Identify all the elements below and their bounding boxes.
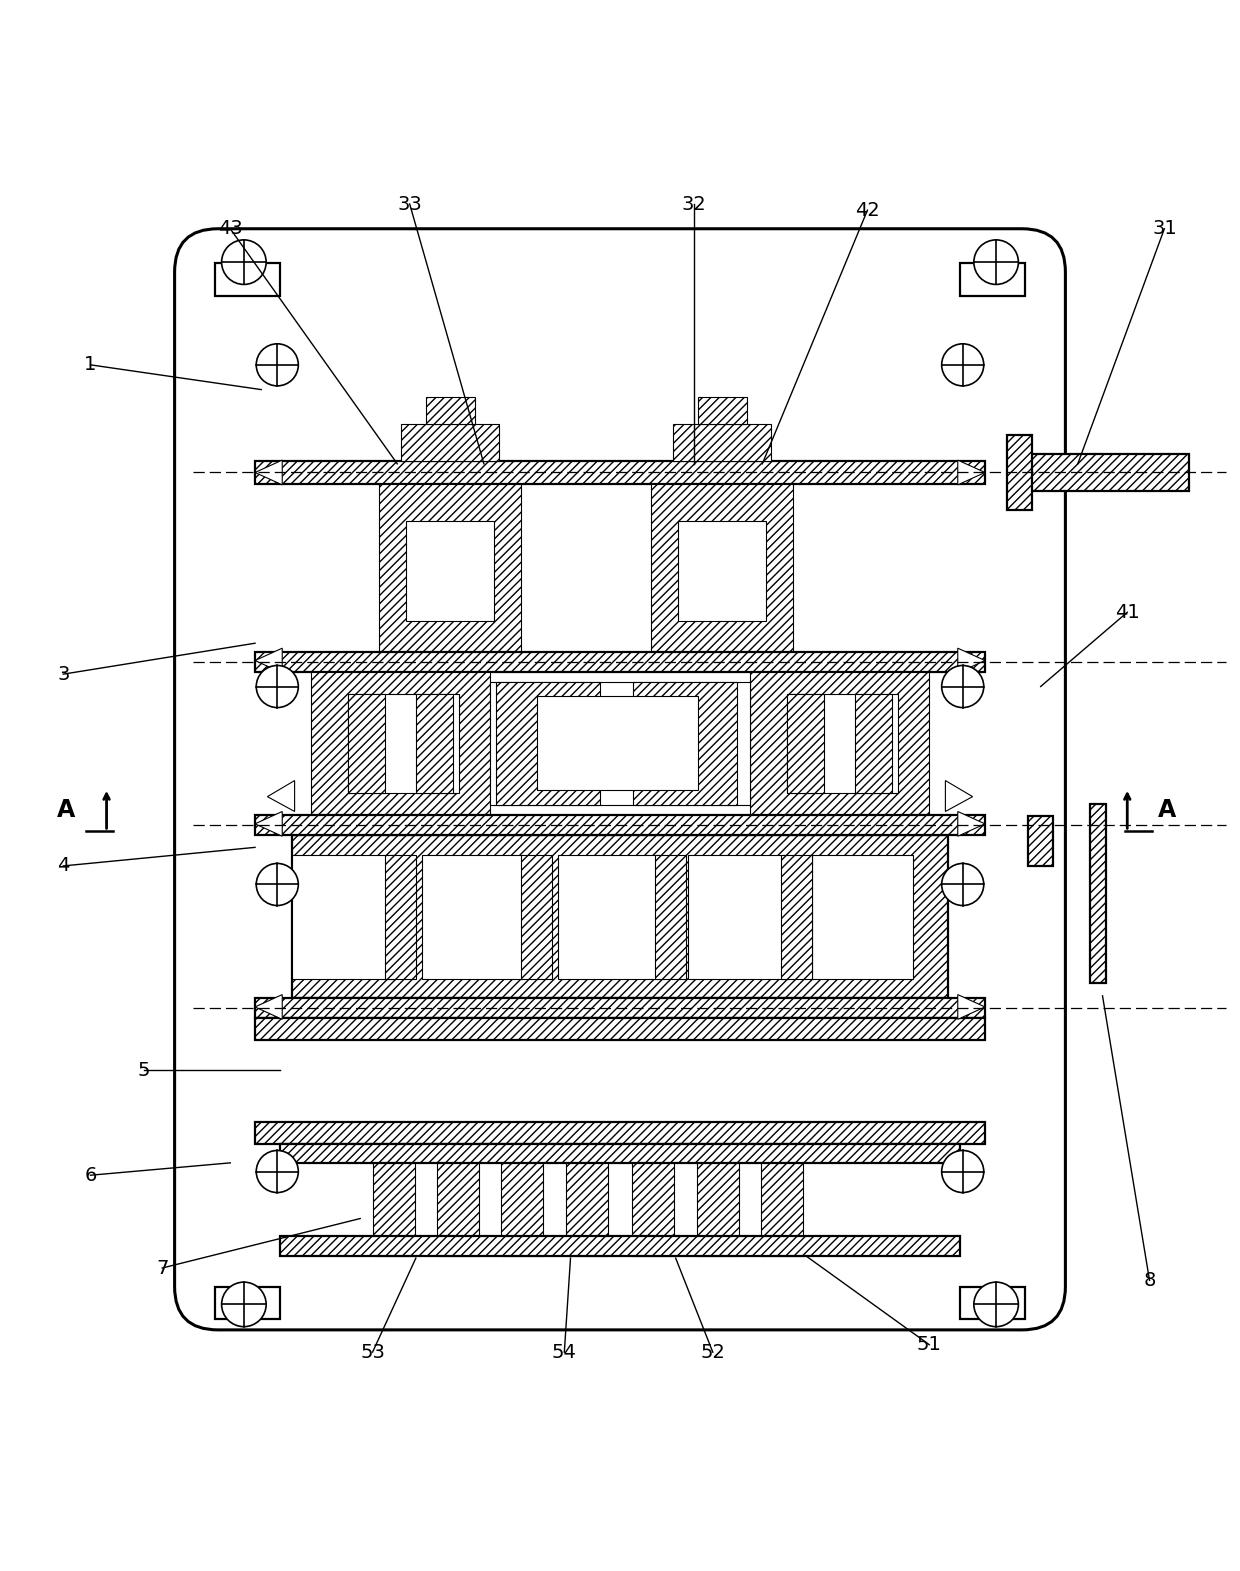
Bar (781, 855, 812, 979)
Bar (311, 672, 490, 815)
Text: A: A (57, 798, 74, 822)
Bar (347, 694, 459, 793)
Bar (678, 520, 766, 621)
Text: 5: 5 (138, 1060, 150, 1079)
Text: 3: 3 (57, 665, 69, 683)
Bar (632, 682, 737, 806)
Polygon shape (255, 994, 283, 1020)
Bar (255, 815, 985, 836)
Circle shape (973, 240, 1018, 284)
Bar (496, 682, 600, 806)
Text: 1: 1 (84, 355, 97, 374)
Bar (293, 855, 393, 979)
Bar (216, 264, 280, 295)
Bar (651, 484, 794, 652)
Bar (632, 1144, 675, 1255)
Bar (384, 855, 415, 979)
Polygon shape (255, 649, 283, 672)
Bar (1007, 435, 1032, 509)
Polygon shape (957, 994, 985, 1020)
Polygon shape (957, 649, 985, 672)
Bar (425, 397, 475, 424)
Bar (960, 1287, 1024, 1320)
Text: 43: 43 (218, 220, 243, 239)
Bar (293, 836, 947, 998)
Bar (558, 855, 660, 979)
FancyBboxPatch shape (175, 229, 1065, 1331)
Text: 41: 41 (1115, 603, 1140, 622)
Circle shape (941, 864, 983, 905)
Circle shape (222, 240, 267, 284)
Bar (501, 1144, 543, 1255)
Polygon shape (957, 460, 985, 485)
Text: 42: 42 (856, 201, 880, 220)
Bar (436, 1144, 479, 1255)
Circle shape (257, 666, 299, 707)
Text: 6: 6 (84, 1166, 97, 1185)
Bar (372, 1144, 414, 1255)
Circle shape (257, 344, 299, 386)
Text: 31: 31 (1152, 220, 1177, 239)
Bar (401, 424, 498, 462)
Bar (255, 998, 985, 1018)
Circle shape (222, 1282, 267, 1326)
Bar (1022, 454, 1189, 492)
Text: 53: 53 (360, 1343, 384, 1362)
Bar (255, 1018, 985, 1040)
Bar (255, 652, 985, 672)
Bar (750, 672, 929, 815)
Circle shape (257, 1150, 299, 1192)
Polygon shape (957, 812, 985, 836)
Bar (347, 694, 384, 793)
Text: 51: 51 (916, 1335, 941, 1354)
Text: A: A (1158, 798, 1176, 822)
Polygon shape (255, 460, 283, 485)
Bar (565, 1144, 608, 1255)
Bar (280, 1144, 960, 1163)
Bar (255, 462, 985, 484)
Circle shape (257, 864, 299, 905)
Bar (698, 397, 748, 424)
Bar (761, 1144, 804, 1255)
Text: 8: 8 (1143, 1271, 1156, 1290)
Bar (812, 855, 913, 979)
Bar (378, 484, 521, 652)
Bar (1028, 817, 1053, 866)
Bar (673, 424, 771, 462)
Bar (422, 855, 523, 979)
Bar (490, 682, 750, 806)
Bar (415, 694, 453, 793)
Text: 7: 7 (156, 1258, 169, 1277)
Bar (787, 694, 825, 793)
Bar (856, 694, 893, 793)
Polygon shape (945, 781, 972, 812)
Polygon shape (255, 812, 283, 836)
Text: 54: 54 (552, 1343, 577, 1362)
Bar (255, 1122, 985, 1144)
Text: 4: 4 (57, 856, 69, 875)
Bar (787, 694, 898, 793)
Bar (1090, 804, 1106, 983)
Bar (688, 855, 790, 979)
Circle shape (941, 1150, 983, 1192)
Circle shape (973, 1282, 1018, 1326)
Circle shape (941, 666, 983, 707)
Bar (405, 520, 494, 621)
Text: 33: 33 (397, 195, 422, 214)
Text: 32: 32 (682, 195, 707, 214)
Circle shape (941, 344, 983, 386)
Bar (280, 1236, 960, 1255)
Polygon shape (268, 781, 295, 812)
Bar (537, 696, 698, 790)
Bar (655, 855, 686, 979)
Bar (960, 264, 1024, 295)
Text: 52: 52 (701, 1343, 725, 1362)
Bar (216, 1287, 280, 1320)
Bar (697, 1144, 739, 1255)
Bar (521, 855, 552, 979)
